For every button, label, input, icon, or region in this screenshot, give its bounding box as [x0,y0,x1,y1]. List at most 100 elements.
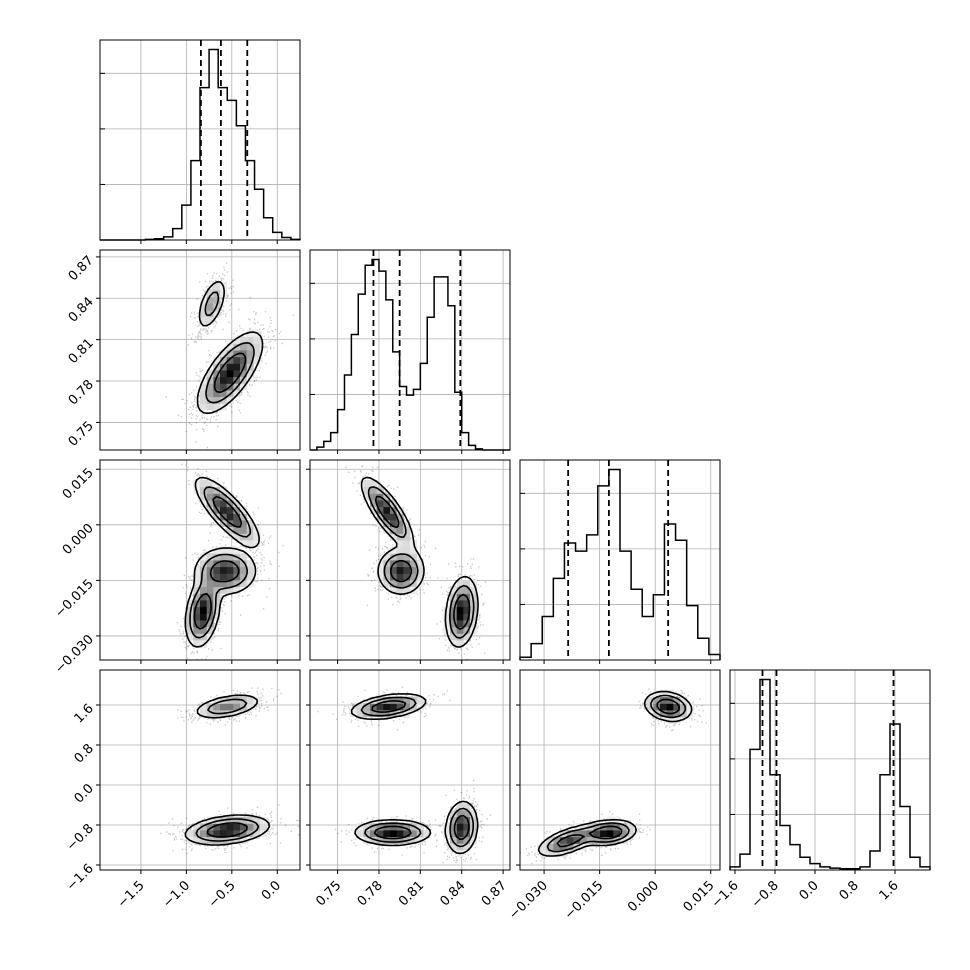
x-tick-label: −1.0 [160,878,193,911]
density-cell [200,480,208,488]
x-tick-label: 0.0 [797,878,822,903]
density-cell [220,823,228,831]
density-cell [213,383,221,391]
density-cell [403,696,411,704]
density-cell [370,506,378,514]
density-cell [220,546,228,554]
density-cell [383,830,391,838]
density-cell [193,620,201,628]
contour-level-0 [196,281,264,415]
density-cell [200,830,208,838]
histogram-param-3 [729,678,931,870]
density-cell [383,520,391,528]
density-cell [220,703,228,711]
density-cell [200,486,208,494]
contour-level-2 [556,698,680,848]
density-cell [226,396,234,404]
density-cell [226,703,234,711]
contour-level-0 [360,476,479,648]
density-cell [246,573,254,581]
density-cell [376,830,384,838]
density-cell [356,703,364,711]
contour-level-2 [371,700,470,841]
density-cell [206,316,214,324]
density-cell [463,823,471,831]
density-cell [456,606,464,614]
density-cell [416,566,424,574]
y-tick-label: 0.78 [66,377,97,408]
density-cell [200,703,208,711]
x-tick-label: −0.030 [506,878,551,923]
density-cell [403,823,411,831]
density-cell [450,843,458,851]
density-cell [253,540,261,548]
density-cell [673,703,681,711]
density-cell [233,566,241,574]
contours [196,281,264,415]
density-cell [600,830,608,838]
y-tick-label: 0.015 [60,465,97,502]
y-tick-label: 0.81 [66,336,97,367]
density-cell [240,526,248,534]
density-cell [193,606,201,614]
density-cell [220,506,228,514]
density-cell [383,703,391,711]
histogram-panel [519,459,721,661]
density-cell [200,620,208,628]
density-cell [383,573,391,581]
contours [360,476,479,648]
density-cell [390,580,398,588]
density-cell [390,526,398,534]
density-cell [200,553,208,561]
density-cell [620,830,628,838]
density-cell [200,566,208,574]
density-cell [546,836,554,844]
contours [350,693,479,855]
density-cell [193,573,201,581]
density-cell [206,830,214,838]
density-cell [470,593,478,601]
density-cell [580,830,588,838]
density-cell [213,356,221,364]
density-cell [370,830,378,838]
contour-level-1 [546,694,687,853]
density-cell [416,573,424,581]
density-cell [193,593,201,601]
density-cell [390,546,398,554]
scatter-panel [99,669,301,871]
density-cell [226,513,234,521]
density-cell [390,520,398,528]
density-cell [206,396,214,404]
density-cell [666,703,674,711]
density-cell [450,633,458,641]
density-cell [220,383,228,391]
density-cell [456,830,464,838]
density-cell [390,573,398,581]
density-cell [213,296,221,304]
density-cell [200,303,208,311]
density-cell [560,836,568,844]
density-cell [573,830,581,838]
density-cell [376,703,384,711]
density-cell [233,816,241,824]
density-cell [200,580,208,588]
density-cell [206,566,214,574]
density-cell [376,573,384,581]
density-cell [213,696,221,704]
density-cell [206,816,214,824]
x-tick-label: −1.6 [709,878,742,911]
density-cell [213,606,221,614]
contours [184,476,260,648]
density-cell [456,803,464,811]
density-cell [240,520,248,528]
density-cell [456,823,464,831]
contour-level-1 [360,696,474,848]
density-cell [403,520,411,528]
density-cell [613,830,621,838]
density-cell [193,613,201,621]
density-cell [213,546,221,554]
density-cell [363,493,371,501]
density-cell [206,370,214,378]
density-cell [246,520,254,528]
x-tick-label: 0.87 [479,878,510,909]
